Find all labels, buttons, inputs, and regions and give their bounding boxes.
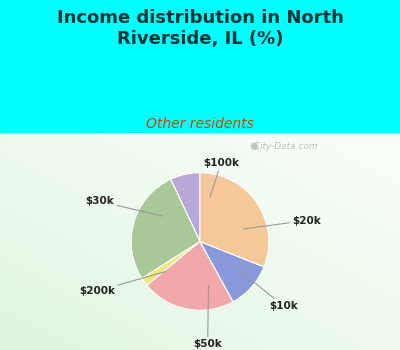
Text: $30k: $30k bbox=[86, 196, 162, 216]
Text: City-Data.com: City-Data.com bbox=[248, 142, 318, 151]
Text: ●: ● bbox=[249, 141, 258, 150]
Wedge shape bbox=[200, 173, 269, 267]
Text: $200k: $200k bbox=[79, 272, 166, 296]
Wedge shape bbox=[200, 241, 264, 302]
Text: $50k: $50k bbox=[193, 286, 222, 349]
Text: Income distribution in North
Riverside, IL (%): Income distribution in North Riverside, … bbox=[56, 9, 344, 48]
Text: $100k: $100k bbox=[203, 159, 239, 197]
Wedge shape bbox=[142, 241, 200, 285]
Text: $20k: $20k bbox=[244, 216, 321, 229]
Text: $10k: $10k bbox=[237, 268, 298, 311]
Wedge shape bbox=[147, 241, 233, 310]
Text: Other residents: Other residents bbox=[146, 117, 254, 131]
Wedge shape bbox=[171, 173, 200, 242]
Wedge shape bbox=[131, 179, 200, 278]
